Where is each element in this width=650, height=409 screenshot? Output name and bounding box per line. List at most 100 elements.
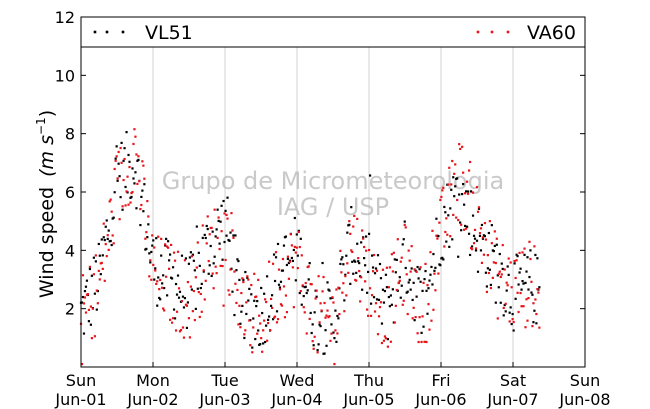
data-point (410, 267, 413, 270)
data-point (443, 205, 446, 209)
data-point (427, 303, 430, 306)
data-point (206, 215, 209, 218)
data-point (176, 274, 180, 277)
data-point (199, 292, 202, 296)
data-point (455, 216, 458, 219)
data-point (123, 147, 126, 150)
data-point (338, 312, 341, 316)
data-point (208, 233, 211, 236)
data-point (339, 262, 342, 266)
data-point (113, 167, 116, 171)
data-point (123, 157, 126, 161)
data-point (325, 314, 328, 317)
data-point (470, 245, 474, 248)
data-point (380, 322, 384, 325)
data-point (361, 229, 364, 232)
data-point (508, 320, 511, 323)
data-point (80, 301, 84, 304)
data-point (464, 192, 467, 195)
data-point (104, 225, 107, 228)
data-point (205, 242, 208, 245)
data-point (225, 213, 228, 217)
data-point (245, 301, 248, 304)
data-point (150, 278, 153, 281)
data-point (154, 267, 157, 270)
data-point (206, 227, 209, 231)
data-point (315, 289, 318, 292)
data-point (126, 175, 129, 178)
data-point (521, 279, 524, 283)
data-point (223, 212, 226, 215)
data-point (185, 304, 189, 307)
data-point (502, 314, 505, 317)
data-point (470, 248, 474, 251)
data-point (193, 318, 196, 322)
data-point (393, 258, 396, 261)
legend-label-va60: VA60 (527, 22, 576, 44)
data-point (236, 258, 239, 261)
data-point (135, 207, 138, 210)
data-point (279, 303, 283, 306)
data-point (425, 289, 428, 292)
data-point (326, 309, 329, 312)
data-point (229, 268, 232, 271)
data-point (493, 244, 496, 248)
data-point (479, 249, 483, 252)
data-point (412, 281, 415, 284)
data-point (107, 248, 110, 251)
data-point (380, 341, 384, 345)
data-point (424, 269, 427, 273)
data-point (291, 259, 294, 263)
data-point (304, 281, 307, 285)
data-point (364, 264, 367, 267)
data-point (224, 258, 227, 262)
data-point (211, 230, 214, 233)
data-point (486, 254, 489, 257)
data-point (315, 295, 318, 298)
data-point (533, 309, 536, 312)
data-point (119, 146, 122, 150)
data-point (192, 259, 195, 262)
data-point (475, 239, 479, 242)
data-point (118, 218, 121, 221)
data-point (200, 282, 203, 286)
data-point (248, 319, 251, 322)
data-point (283, 316, 287, 319)
data-point (398, 276, 401, 279)
data-point (208, 264, 211, 267)
data-point (173, 317, 177, 320)
data-point (384, 337, 388, 340)
data-point (98, 278, 101, 281)
data-point (435, 234, 438, 237)
data-point (458, 193, 461, 196)
legend-label-vl51: VL51 (145, 22, 193, 44)
data-point (378, 262, 382, 266)
data-point (308, 262, 311, 265)
data-point (387, 286, 390, 289)
data-point (233, 270, 236, 273)
data-point (103, 238, 106, 242)
data-point (122, 159, 125, 162)
data-point (434, 289, 437, 292)
data-point (465, 190, 468, 193)
data-point (274, 251, 278, 254)
data-point (472, 234, 476, 237)
data-point (344, 273, 347, 276)
data-point (404, 226, 407, 229)
data-point (297, 230, 300, 234)
data-point (527, 288, 530, 291)
data-point (450, 183, 453, 186)
y-axis-unit: m s (36, 135, 58, 170)
data-point (536, 287, 539, 291)
data-point (180, 300, 184, 303)
data-point (230, 212, 233, 215)
data-point (353, 214, 356, 218)
x-tick-label-day: Thu (353, 371, 384, 390)
data-point (414, 269, 417, 272)
data-point (89, 305, 92, 308)
data-point (514, 276, 517, 280)
data-point (262, 342, 265, 345)
data-point (116, 179, 119, 182)
data-point (346, 231, 349, 234)
data-point (372, 296, 376, 299)
